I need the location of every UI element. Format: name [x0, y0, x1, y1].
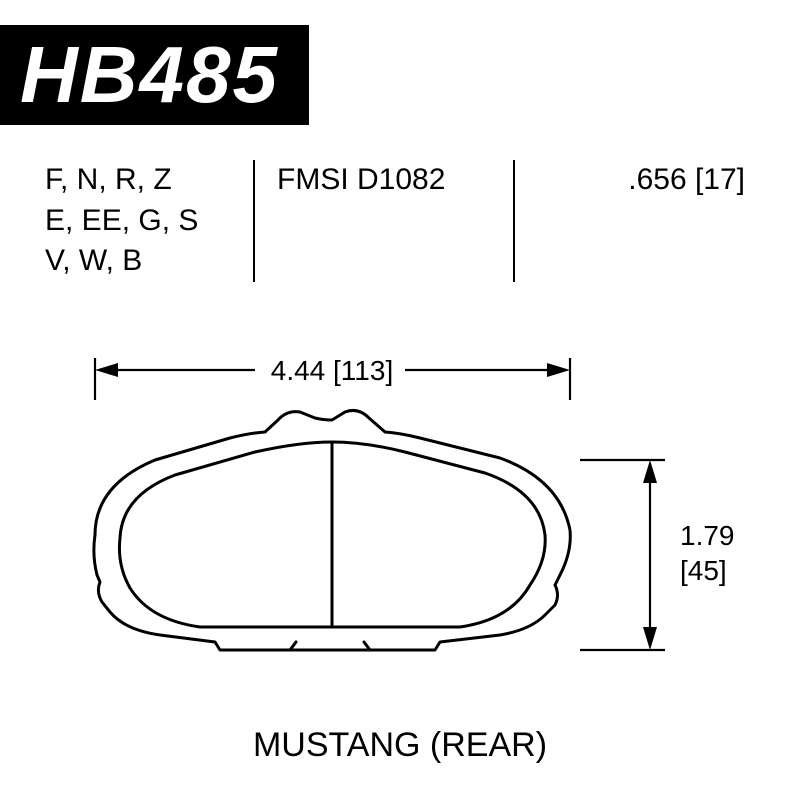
- compounds-line-1: F, N, R, Z: [45, 160, 233, 201]
- thickness-column: .656 [17]: [515, 160, 755, 282]
- application-label: MUSTANG (REAR): [0, 726, 800, 765]
- spec-row: F, N, R, Z E, EE, G, S V, W, B FMSI D108…: [45, 160, 755, 282]
- technical-drawing: 4.44 [113]: [0, 320, 800, 700]
- part-number: HB485: [20, 29, 279, 121]
- brake-pad-svg: 4.44 [113]: [0, 320, 800, 700]
- compounds-line-3: V, W, B: [45, 241, 233, 282]
- height-dim-mm: [45]: [680, 555, 727, 586]
- spec-sheet: HB485 F, N, R, Z E, EE, G, S V, W, B FMS…: [0, 0, 800, 800]
- compounds-column: F, N, R, Z E, EE, G, S V, W, B: [45, 160, 255, 282]
- thickness-value: .656 [17]: [537, 160, 745, 201]
- compounds-line-2: E, EE, G, S: [45, 201, 233, 242]
- fmsi-column: FMSI D1082: [255, 160, 515, 282]
- brake-pad-outline: [94, 410, 570, 650]
- fmsi-code: FMSI D1082: [277, 160, 513, 201]
- height-dim-in: 1.79: [680, 520, 735, 551]
- width-dim-label: 4.44 [113]: [271, 355, 393, 386]
- height-dimension: [580, 460, 665, 650]
- header-bar: HB485: [0, 25, 309, 125]
